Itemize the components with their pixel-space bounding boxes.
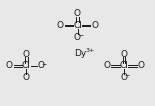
Text: O: O	[137, 61, 145, 70]
Text: Cl: Cl	[73, 21, 82, 30]
Text: O: O	[23, 73, 30, 82]
Text: 3+: 3+	[85, 47, 95, 53]
Text: O: O	[57, 21, 64, 30]
Text: O: O	[23, 50, 30, 59]
Text: O: O	[74, 9, 81, 18]
Text: Cl: Cl	[22, 61, 31, 70]
Text: O: O	[120, 73, 128, 82]
Text: −: −	[42, 61, 47, 66]
Text: −: −	[78, 32, 84, 38]
Text: Cl: Cl	[120, 61, 128, 70]
Text: O: O	[74, 33, 81, 42]
Text: Dy: Dy	[74, 49, 87, 57]
Text: O: O	[103, 61, 111, 70]
Text: −: −	[125, 73, 130, 78]
Text: O: O	[37, 61, 44, 70]
Text: O: O	[91, 21, 98, 30]
Text: O: O	[120, 50, 128, 59]
Text: O: O	[6, 61, 13, 70]
